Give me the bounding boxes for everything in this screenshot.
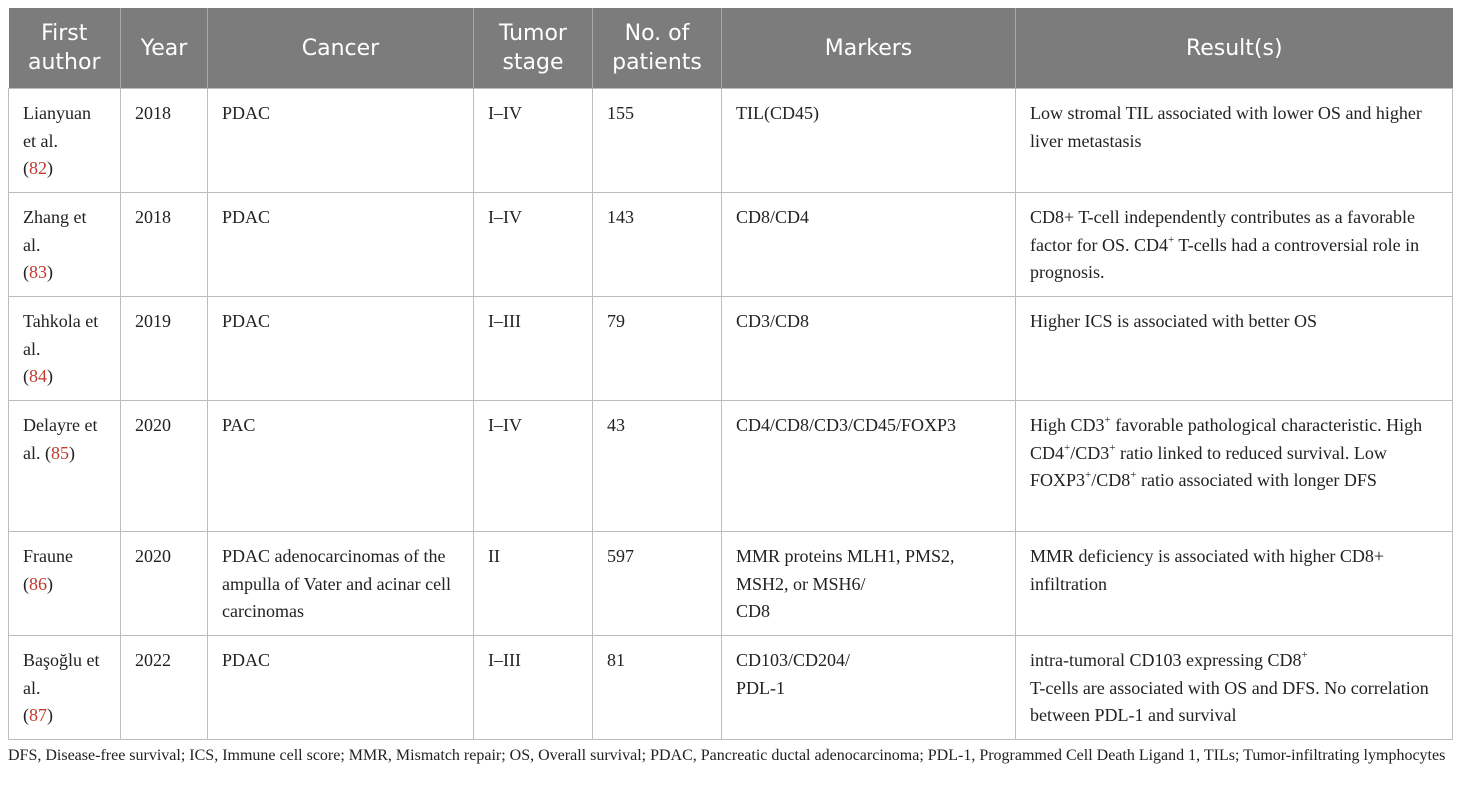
stage-cell: I–IV (473, 400, 593, 532)
result-cell: CD8+ T-cell independently contributes as… (1015, 192, 1453, 297)
author-cell: Delayre et al. (85) (8, 400, 121, 532)
cancer-cell: PDAC (207, 635, 474, 740)
patients-cell: 43 (592, 400, 722, 532)
reference-link[interactable]: 84 (29, 366, 47, 387)
header-row: First author Year Cancer Tumor stage No.… (8, 8, 1453, 89)
markers-text: CD8 (736, 601, 771, 622)
table-row: Başoğlu et al. (87) 2022 PDAC I–III 81 CD… (8, 635, 1453, 740)
reference-link[interactable]: 85 (51, 442, 69, 463)
table-row: Delayre et al. (85) 2020 PAC I–IV 43 CD4… (8, 400, 1453, 532)
header-markers: Markers (721, 8, 1016, 89)
markers-cell: CD3/CD8 (721, 296, 1016, 401)
header-year: Year (120, 8, 208, 89)
year-cell: 2020 (120, 531, 208, 636)
superscript-plus: + (1104, 414, 1111, 426)
author-cell: Lianyuan et al. (82) (8, 88, 121, 193)
year-cell: 2022 (120, 635, 208, 740)
patients-cell: 143 (592, 192, 722, 297)
table-row: Fraune (86) 2020 PDAC adenocarcinomas of … (8, 531, 1453, 636)
header-cancer: Cancer (207, 8, 474, 89)
result-cell: MMR deficiency is associated with higher… (1015, 531, 1453, 636)
result-text: CD8+ T-cell independently contributes as… (1030, 207, 1416, 255)
table-row: Lianyuan et al. (82) 2018 PDAC I–IV 155 T… (8, 88, 1453, 193)
markers-cell: CD8/CD4 (721, 192, 1016, 297)
header-no-of-patients: No. of patients (592, 8, 722, 89)
result-text: ratio linked to reduced survival. Low FO… (1030, 442, 1387, 491)
markers-text: MMR proteins MLH1, PMS2, MSH2, or MSH6/ (736, 546, 955, 594)
reference-link[interactable]: 87 (29, 705, 47, 726)
markers-cell: MMR proteins MLH1, PMS2, MSH2, or MSH6/C… (721, 531, 1016, 636)
stage-cell: I–III (473, 635, 593, 740)
patients-cell: 155 (592, 88, 722, 193)
year-cell: 2018 (120, 192, 208, 297)
year-cell: 2018 (120, 88, 208, 193)
result-text: T-cells are associated with OS and DFS. … (1030, 677, 1429, 726)
result-text: T-cells had a controversial role in prog… (1030, 234, 1420, 283)
reference-link[interactable]: 86 (29, 573, 47, 594)
patients-cell: 597 (592, 531, 722, 636)
result-text: ratio associated with longer DFS (1136, 470, 1377, 491)
superscript-plus: + (1064, 441, 1071, 454)
stage-cell: II (473, 531, 593, 636)
patients-cell: 79 (592, 296, 722, 401)
result-text: /CD8 (1091, 470, 1131, 491)
result-text: High CD3 (1030, 415, 1105, 435)
superscript-plus: + (1109, 441, 1116, 454)
header-results: Result(s) (1015, 8, 1453, 89)
header-tumor-stage: Tumor stage (473, 8, 593, 89)
author-cell: Fraune (86) (8, 531, 121, 636)
author-name: Başoğlu et al. (23, 650, 100, 698)
reference-link[interactable]: 82 (29, 158, 47, 179)
cancer-cell: PAC (207, 400, 474, 532)
author-name: Fraune (23, 546, 73, 566)
cancer-cell: PDAC (207, 192, 474, 297)
author-name: Zhang et al. (23, 207, 87, 255)
table-row: Tahkola et al. (84) 2019 PDAC I–III 79 CD… (8, 296, 1453, 401)
table-row: Zhang et al. (83) 2018 PDAC I–IV 143 CD8/… (8, 192, 1453, 297)
result-cell: High CD3+ favorable pathological charact… (1015, 400, 1453, 532)
result-cell: intra-tumoral CD103 expressing CD8+ T-ce… (1015, 635, 1453, 740)
reference-link[interactable]: 83 (29, 262, 47, 283)
result-text: intra-tumoral CD103 expressing CD8 (1030, 650, 1302, 670)
markers-cell: CD4/CD8/CD3/CD45/FOXP3 (721, 400, 1016, 532)
result-text: favorable pathological characteristic. H… (1030, 415, 1423, 463)
superscript-plus: + (1130, 469, 1137, 482)
stage-cell: I–III (473, 296, 593, 401)
table-footnote: DFS, Disease-free survival; ICS, Immune … (8, 747, 1446, 764)
author-name: Delayre et al. (23, 415, 98, 463)
superscript-plus: + (1167, 233, 1175, 246)
stage-cell: I–IV (473, 192, 593, 297)
cancer-cell: PDAC (207, 296, 474, 401)
result-cell: Low stromal TIL associated with lower OS… (1015, 88, 1453, 193)
studies-table: First author Year Cancer Tumor stage No.… (8, 8, 1453, 740)
author-cell: Başoğlu et al. (87) (8, 635, 121, 740)
markers-cell: TIL(CD45) (721, 88, 1016, 193)
author-name: Lianyuan et al. (23, 103, 91, 151)
markers-cell: CD103/CD204/PDL-1 (721, 635, 1016, 740)
stage-cell: I–IV (473, 88, 593, 193)
year-cell: 2019 (120, 296, 208, 401)
superscript-plus: + (1085, 469, 1092, 482)
cancer-cell: PDAC (207, 88, 474, 193)
author-name: Tahkola et al. (23, 311, 99, 359)
markers-text: PDL-1 (736, 677, 785, 698)
header-first-author: First author (8, 8, 121, 89)
result-cell: Higher ICS is associated with better OS (1015, 296, 1453, 401)
result-text: /CD3 (1070, 442, 1110, 463)
markers-text: CD103/CD204/ (736, 650, 851, 670)
patients-cell: 81 (592, 635, 722, 740)
author-cell: Tahkola et al. (84) (8, 296, 121, 401)
author-cell: Zhang et al. (83) (8, 192, 121, 297)
year-cell: 2020 (120, 400, 208, 532)
superscript-plus: + (1301, 649, 1308, 661)
cancer-cell: PDAC adenocarcinomas of the ampulla of V… (207, 531, 474, 636)
